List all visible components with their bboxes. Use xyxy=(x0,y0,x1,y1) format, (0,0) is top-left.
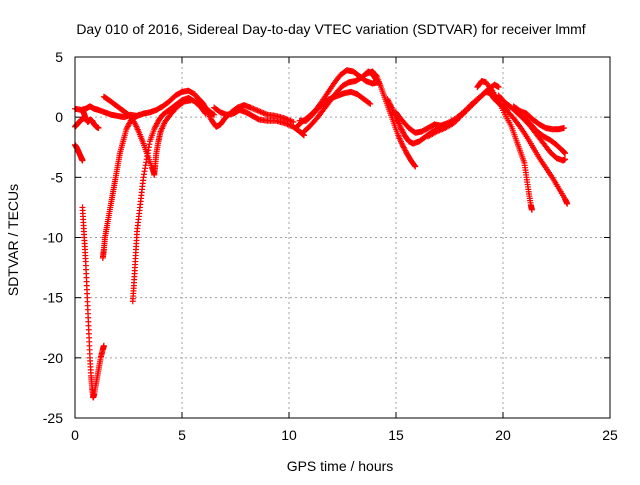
y-axis-label: SDTVAR / TECUs xyxy=(5,184,21,296)
data-point xyxy=(562,156,569,163)
data-point xyxy=(412,163,419,170)
y-tick-label: 5 xyxy=(55,49,63,65)
data-point xyxy=(300,131,307,138)
series-arc-23 xyxy=(521,114,569,157)
y-tick-label: -5 xyxy=(51,169,64,185)
series-arc-04 xyxy=(80,109,102,131)
x-tick-label: 0 xyxy=(71,427,79,443)
plot-frame xyxy=(74,56,611,419)
tick-labels: 0 5 10 15 20 25 -25 -20 -15 -10 -5 0 5 xyxy=(43,49,618,443)
x-tick-label: 25 xyxy=(602,427,618,443)
series-arc-07 xyxy=(99,111,143,261)
data-point xyxy=(366,100,373,107)
data-series xyxy=(72,67,571,401)
series-arc-01 xyxy=(72,141,86,164)
data-point xyxy=(495,84,502,91)
chart-title: Day 010 of 2016, Sidereal Day-to-day VTE… xyxy=(76,21,585,37)
series-arc-05 xyxy=(79,204,107,401)
y-tick-label: -25 xyxy=(43,410,63,426)
data-point xyxy=(95,124,102,131)
series-arc-09 xyxy=(151,97,194,178)
series-arc-22 xyxy=(510,103,567,133)
data-point xyxy=(100,342,107,349)
x-tick-label: 5 xyxy=(178,427,186,443)
y-tick-label: -20 xyxy=(43,350,63,366)
data-point xyxy=(528,206,535,213)
series-arc-14 xyxy=(296,88,374,124)
y-tick-label: -15 xyxy=(43,290,63,306)
data-point xyxy=(411,162,418,169)
series-arc-19 xyxy=(474,78,535,213)
x-tick-label: 10 xyxy=(281,427,297,443)
series-arc-06 xyxy=(100,93,158,177)
data-point xyxy=(367,100,374,107)
x-tick-label: 15 xyxy=(388,427,404,443)
data-point xyxy=(187,97,194,104)
x-tick-label: 20 xyxy=(495,427,511,443)
data-point xyxy=(562,150,569,157)
y-tick-label: -10 xyxy=(43,230,63,246)
data-point xyxy=(79,157,86,164)
data-point xyxy=(136,111,143,118)
data-point xyxy=(560,124,567,131)
x-axis-label: GPS time / hours xyxy=(287,458,394,474)
series-arc-08 xyxy=(129,94,209,305)
y-tick-label: 0 xyxy=(55,109,63,125)
series-arc-18 xyxy=(425,88,511,140)
series-arc-20 xyxy=(491,94,571,207)
data-point xyxy=(564,200,571,207)
